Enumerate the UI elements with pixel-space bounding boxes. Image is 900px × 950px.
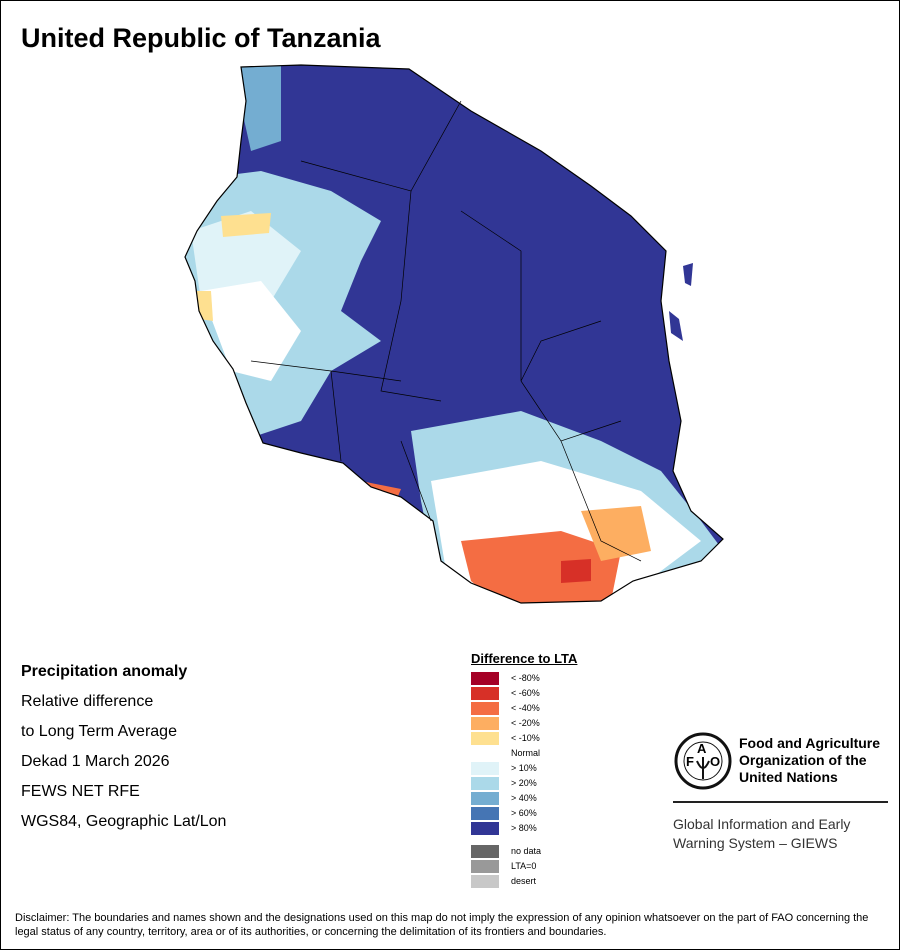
- legend-label: > 40%: [511, 793, 537, 803]
- legend-item: no data: [471, 844, 577, 859]
- legend-item: < -60%: [471, 686, 577, 701]
- legend-swatch: [471, 702, 499, 715]
- svg-text:F: F: [686, 754, 694, 769]
- legend-swatch: [471, 672, 499, 685]
- info-line: Dekad 1 March 2026: [21, 753, 170, 770]
- legend-item: < -80%: [471, 671, 577, 686]
- islands: [669, 263, 693, 341]
- fao-logo-block: F A O Food and Agriculture Organization …: [673, 731, 888, 851]
- disclaimer: Disclaimer: The boundaries and names sho…: [15, 912, 869, 938]
- svg-text:O: O: [710, 754, 720, 769]
- legend-label: > 10%: [511, 763, 537, 773]
- info-line: WGS84, Geographic Lat/Lon: [21, 813, 227, 830]
- legend-title: Difference to LTA: [471, 651, 578, 666]
- legend-label: > 20%: [511, 778, 537, 788]
- legend-swatch: [471, 762, 499, 775]
- legend-item: LTA=0: [471, 859, 577, 874]
- legend-item: > 60%: [471, 806, 577, 821]
- legend-label: desert: [511, 876, 537, 886]
- legend-label: LTA=0: [511, 861, 537, 871]
- legend-swatch: [471, 822, 499, 835]
- legend-item: Normal: [471, 746, 577, 761]
- legend-label: Normal: [511, 748, 541, 758]
- info-heading: Precipitation anomaly: [21, 663, 188, 680]
- legend-item: < -20%: [471, 716, 577, 731]
- legend: Difference to LTA < -80% < -60% < -40% < -2…: [471, 651, 577, 889]
- legend-swatch: [471, 807, 499, 820]
- divider: [673, 801, 888, 803]
- map-title: United Republic of Tanzania: [21, 23, 381, 53]
- legend-swatch: [471, 747, 499, 760]
- legend-label: < -60%: [511, 688, 540, 698]
- legend-item: > 80%: [471, 821, 577, 836]
- legend-label: < -40%: [511, 703, 540, 713]
- legend-label: > 80%: [511, 823, 537, 833]
- info-line: FEWS NET RFE: [21, 783, 140, 800]
- precipitation-anomaly-map: [184, 64, 724, 604]
- legend-swatch: [471, 687, 499, 700]
- legend-label: no data: [511, 846, 542, 856]
- legend-label: < -20%: [511, 718, 540, 728]
- legend-item: desert: [471, 874, 577, 889]
- legend-item: < -40%: [471, 701, 577, 716]
- region-boundaries: [250, 100, 642, 562]
- info-line: to Long Term Average: [21, 723, 177, 740]
- map-info: Precipitation anomaly Relative differenc…: [21, 657, 226, 837]
- legend-swatch: [471, 792, 499, 805]
- legend-label: > 60%: [511, 808, 537, 818]
- legend-label: < -80%: [511, 673, 540, 683]
- legend-swatch: [471, 860, 499, 873]
- svg-text:A: A: [697, 741, 707, 756]
- legend-swatch: [471, 875, 499, 888]
- legend-item: < -10%: [471, 731, 577, 746]
- legend-swatch: [471, 717, 499, 730]
- info-line: Relative difference: [21, 693, 154, 710]
- fao-emblem-icon: F A O: [674, 732, 732, 790]
- fao-name: Food and Agriculture Organization of the…: [739, 735, 881, 785]
- legend-item: > 40%: [471, 791, 577, 806]
- legend-item: > 20%: [471, 776, 577, 791]
- legend-swatch: [471, 732, 499, 745]
- giews-name: Global Information and Early Warning Sys…: [673, 816, 851, 851]
- legend-swatch: [471, 845, 499, 858]
- legend-label: < -10%: [511, 733, 540, 743]
- legend-item: > 10%: [471, 761, 577, 776]
- legend-swatch: [471, 777, 499, 790]
